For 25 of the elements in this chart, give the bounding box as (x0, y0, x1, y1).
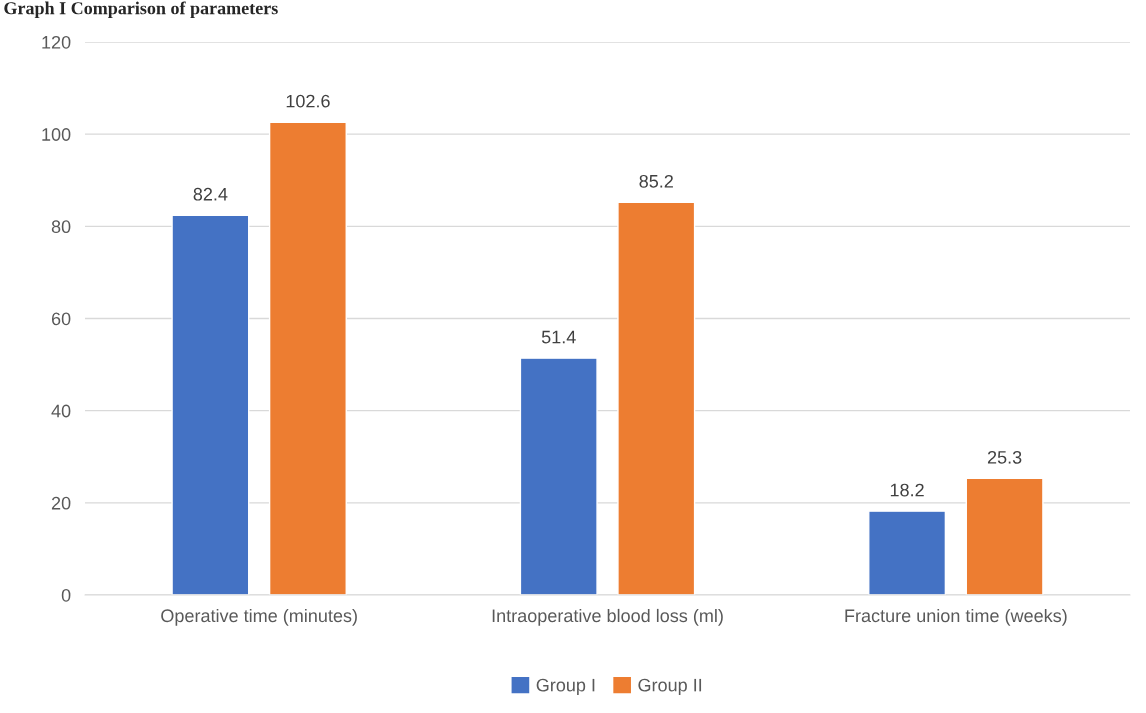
y-tick-label: 120 (42, 35, 71, 49)
data-label: 82.4 (193, 187, 228, 201)
y-tick-label: 40 (51, 404, 71, 418)
bar (268, 121, 347, 595)
bar (965, 477, 1044, 595)
legend-label: Group II (638, 678, 702, 696)
data-label: 51.4 (541, 330, 576, 344)
legend-label: Group I (536, 678, 595, 696)
bar (617, 201, 696, 595)
bar (171, 214, 250, 595)
y-tick-label: 80 (51, 220, 71, 234)
y-tick-label: 0 (61, 588, 71, 602)
x-tick-label: Intraoperative blood loss (ml) (492, 608, 723, 626)
y-tick-label: 60 (51, 312, 71, 326)
x-tick-label: Operative time (minutes) (161, 608, 357, 626)
data-label: 18.2 (890, 483, 924, 497)
chart-title: Graph I Comparison of parameters (4, 1, 278, 18)
y-tick-label: 20 (51, 496, 71, 510)
bar (519, 357, 598, 595)
data-label: 85.2 (639, 174, 673, 188)
y-tick-label: 100 (42, 128, 71, 141)
data-label: 25.3 (987, 450, 1022, 464)
bar (868, 510, 947, 595)
x-tick-label: Fracture union time (weeks) (845, 608, 1067, 626)
data-label: 102.6 (286, 94, 330, 108)
